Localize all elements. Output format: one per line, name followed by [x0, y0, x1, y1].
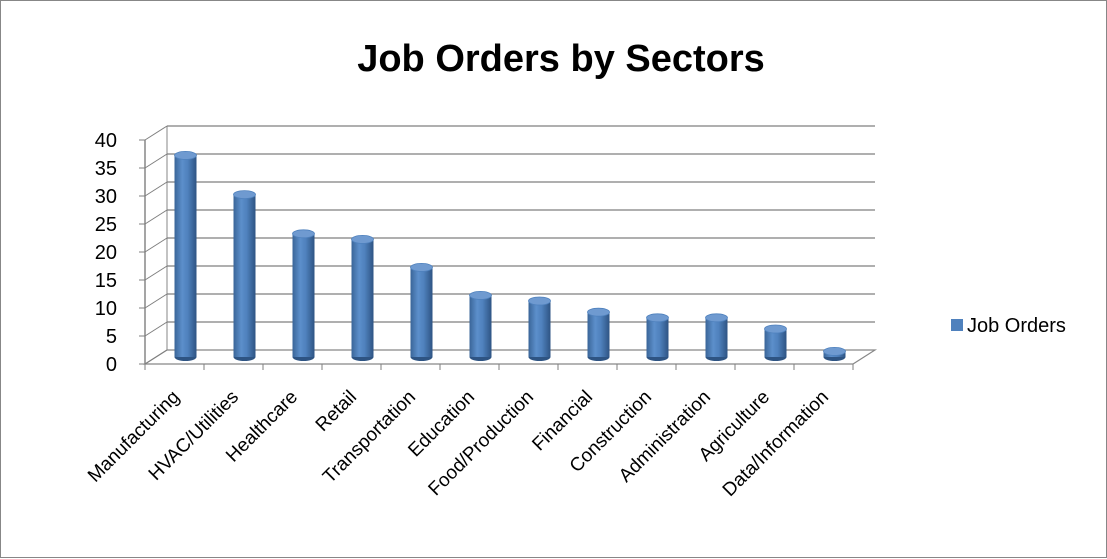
bar: [174, 150, 197, 361]
y-tick-label: 35: [95, 158, 117, 180]
bar: [823, 346, 846, 361]
x-tick-label: Food/Production: [425, 387, 538, 500]
side-wall-line: [144, 349, 168, 365]
side-wall-line: [144, 153, 168, 169]
x-tick-label: Data/Information: [719, 387, 833, 501]
bars: [174, 150, 846, 361]
bar: [469, 290, 492, 361]
gridlines: [139, 125, 875, 370]
y-tick-label: 0: [106, 354, 117, 376]
x-tick-label: Retail: [312, 387, 361, 436]
bar: [292, 229, 315, 361]
y-tick-label: 30: [95, 186, 117, 208]
side-wall-line: [144, 125, 168, 141]
bar: [764, 324, 787, 361]
side-wall-line: [144, 265, 168, 281]
y-tick-label: 40: [95, 130, 117, 152]
side-wall-line: [144, 209, 168, 225]
bar: [705, 313, 728, 361]
bar: [410, 262, 433, 361]
y-tick-label: 20: [95, 242, 117, 264]
y-tick-label: 25: [95, 214, 117, 236]
legend-label: Job Orders: [967, 315, 1066, 337]
side-wall-line: [144, 321, 168, 337]
side-wall-line: [144, 237, 168, 253]
legend-swatch: [951, 319, 963, 331]
bar: [587, 307, 610, 361]
legend: Job Orders: [951, 315, 1066, 337]
side-wall-line: [144, 293, 168, 309]
bar: [528, 296, 551, 361]
bar: [233, 190, 256, 361]
y-tick-label: 10: [95, 298, 117, 320]
side-wall-line: [144, 181, 168, 197]
y-tick-label: 15: [95, 270, 117, 292]
y-tick-label: 5: [106, 326, 117, 348]
bar: [351, 234, 374, 361]
chart-title: Job Orders by Sectors: [357, 38, 765, 80]
y-axis-ticks: 0 5 10 15 20 25 30 35 40: [95, 130, 117, 376]
bar: [646, 313, 669, 361]
